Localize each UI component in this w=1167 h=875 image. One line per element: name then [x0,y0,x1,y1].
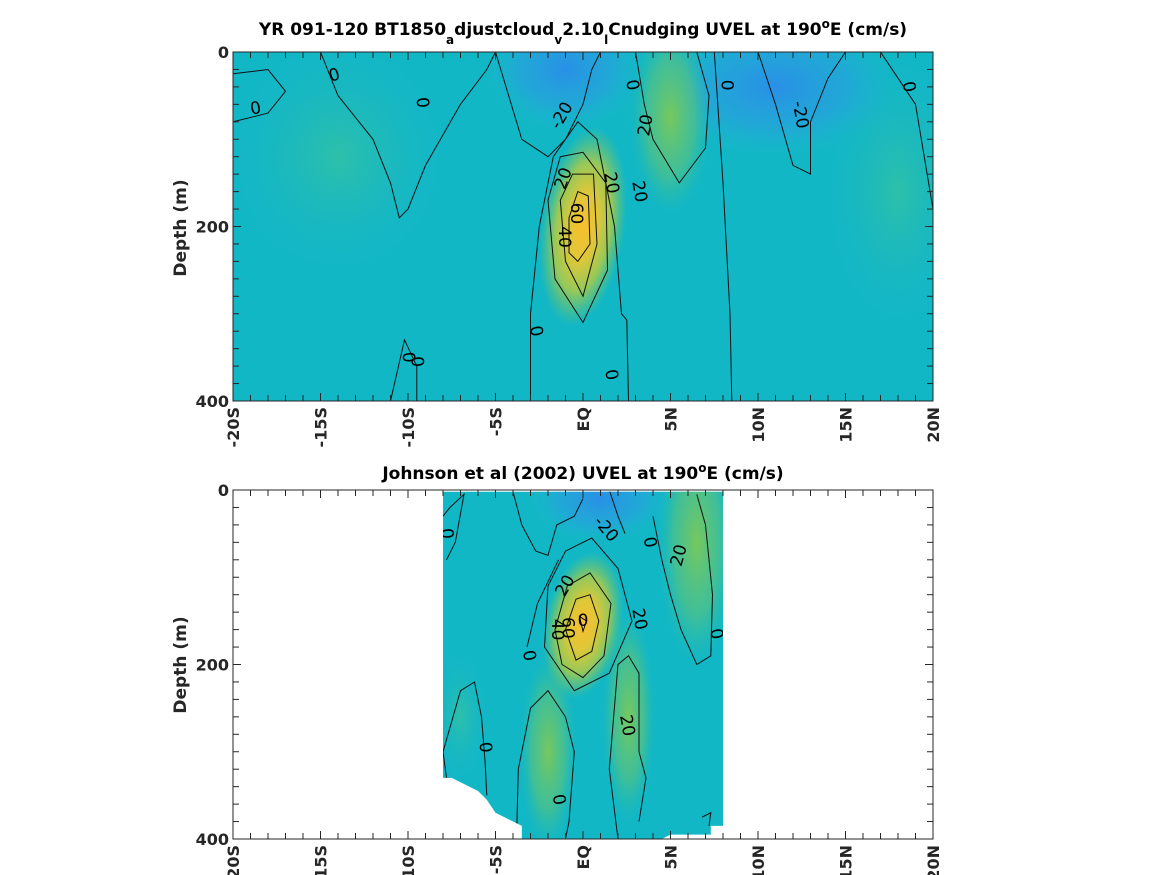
bottom-chart-y-axis-label: Depth (m) [171,616,191,713]
contour-line [526,559,559,648]
westward-current-region [486,52,645,131]
y-tick-label: 400 [196,830,229,849]
contour-label: 0 [639,535,661,549]
contour-line [554,572,612,679]
x-tick-label: -20S [224,845,243,875]
y-tick-label: 400 [196,392,229,411]
x-tick-label: 10N [749,407,768,443]
contour-label: 0 [898,80,920,94]
top-chart-title: YR 091-120 BT1850adjustcloudv2.10lCnudgi… [258,17,907,47]
contour-label: 0 [525,324,547,338]
contour-line [512,491,584,557]
y-tick-label: 0 [218,43,229,62]
y-tick-label: 0 [218,481,229,500]
contour-label: 40 [554,226,574,248]
x-tick-label: -20S [224,407,243,447]
contour-label: 20 [627,179,650,204]
y-tick-label: 200 [196,218,229,237]
contour-line [608,655,647,839]
top-chart: YR 091-120 BT1850adjustcloudv2.10lCnudgi… [171,17,943,447]
x-tick-label: 5N [662,845,681,870]
contour-label: 0 [412,96,433,109]
contour-line [757,52,846,175]
eastward-current-region [602,612,655,822]
weak-eastward-region [443,655,487,778]
contour-line [564,594,600,661]
contour-label: 60 [557,617,577,639]
contour-label: 0 [600,368,622,382]
contour-label: 0 [578,611,589,631]
contour-label: 0 [398,351,419,364]
contour-label: 20 [634,113,657,138]
x-tick-label: -10S [399,845,418,875]
contour-label: 0 [327,64,343,86]
contour-line [578,615,588,634]
bottom-chart-title: Johnson et al (2002) UVEL at 190oE (cm/s… [381,461,783,484]
x-tick-label: -15S [312,407,331,447]
contour-label: -20 [788,99,813,130]
eastward-current-region [658,491,723,665]
x-tick-label: -5S [487,845,506,874]
contour-label: 0 [518,649,540,663]
contour-label: 40 [547,619,567,641]
weak-eastward-region [233,52,443,271]
contour-label: 0 [475,741,496,754]
x-tick-label: 15N [837,407,856,443]
top-chart-y-axis-label: Depth (m) [171,179,191,276]
x-tick-label: EQ [574,845,593,870]
eastward-current-region [630,52,711,214]
contour-line [543,537,633,692]
x-tick-label: -5S [487,407,506,436]
contour-line [559,173,598,298]
contour-label: 20 [627,607,650,632]
undercurrent-core [542,551,624,699]
eastward-current-region [520,655,576,839]
x-tick-label: -15S [312,845,331,875]
x-tick-label: 10N [749,845,768,875]
contour-line [233,68,287,123]
contour-line [568,190,591,263]
contour-label: 20 [599,170,622,195]
contour-line [320,52,496,219]
contour-label: 0 [621,78,643,92]
x-tick-label: 20N [924,407,943,443]
contour-line [652,494,714,666]
contour-label: 0 [548,793,570,807]
contour-line [608,491,626,534]
contour-label: 0 [249,98,263,120]
contour-line [390,338,418,401]
contour-label: 20 [615,713,638,738]
x-tick-label: 15N [837,845,856,875]
contour-line [635,52,710,184]
contour-line [713,52,733,401]
contour-line [443,681,488,796]
contour-line [530,121,629,401]
x-tick-label: 5N [662,407,681,432]
contour-line [516,689,575,839]
contour-label: 0 [406,355,427,368]
y-tick-label: 200 [196,656,229,675]
x-tick-label: -10S [399,407,418,447]
contour-label: 0 [436,527,457,540]
contour-line [547,151,609,324]
contour-label: 0 [717,80,737,91]
contour-line [443,493,465,561]
contour-label: 60 [566,203,586,225]
bottom-chart: Johnson et al (2002) UVEL at 190oE (cm/s… [171,461,943,875]
x-tick-label: EQ [574,407,593,432]
contour-label: 0 [705,627,727,641]
x-tick-label: 20N [924,845,943,875]
contour-line [701,811,712,826]
